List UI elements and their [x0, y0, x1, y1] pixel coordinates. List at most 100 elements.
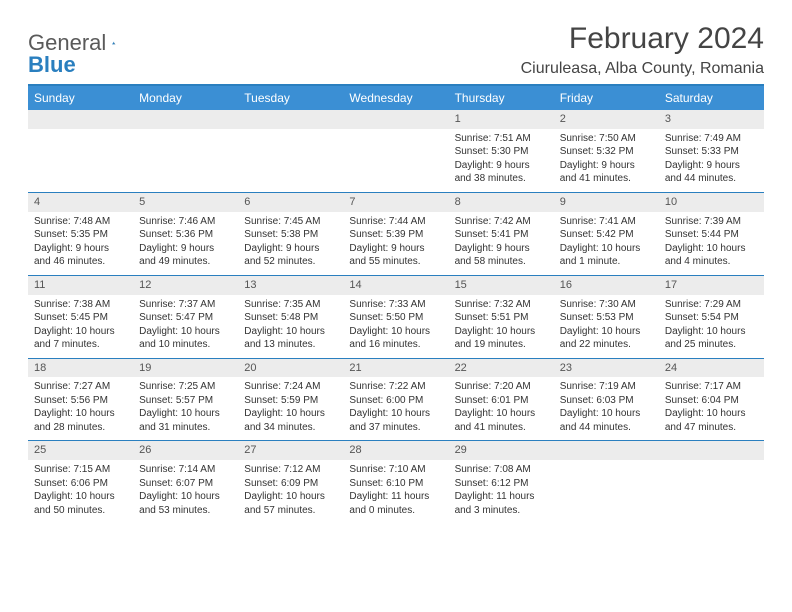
sunset-text: Sunset: 6:03 PM [560, 394, 653, 408]
daylight-text: Daylight: 11 hours and 3 minutes. [455, 490, 548, 517]
day-number: 25 [28, 441, 133, 460]
sunrise-text: Sunrise: 7:08 AM [455, 463, 548, 477]
sunrise-text: Sunrise: 7:24 AM [244, 380, 337, 394]
day-body: Sunrise: 7:29 AMSunset: 5:54 PMDaylight:… [659, 295, 764, 358]
day-cell: 1Sunrise: 7:51 AMSunset: 5:30 PMDaylight… [449, 110, 554, 192]
day-cell [133, 110, 238, 192]
day-body: Sunrise: 7:45 AMSunset: 5:38 PMDaylight:… [238, 212, 343, 275]
day-cell: 23Sunrise: 7:19 AMSunset: 6:03 PMDayligh… [554, 359, 659, 441]
day-cell: 2Sunrise: 7:50 AMSunset: 5:32 PMDaylight… [554, 110, 659, 192]
sunset-text: Sunset: 5:56 PM [34, 394, 127, 408]
day-body: Sunrise: 7:37 AMSunset: 5:47 PMDaylight:… [133, 295, 238, 358]
day-cell: 11Sunrise: 7:38 AMSunset: 5:45 PMDayligh… [28, 276, 133, 358]
week-row: 18Sunrise: 7:27 AMSunset: 5:56 PMDayligh… [28, 358, 764, 441]
day-body: Sunrise: 7:27 AMSunset: 5:56 PMDaylight:… [28, 377, 133, 440]
sunset-text: Sunset: 5:47 PM [139, 311, 232, 325]
sunset-text: Sunset: 6:06 PM [34, 477, 127, 491]
day-body: Sunrise: 7:39 AMSunset: 5:44 PMDaylight:… [659, 212, 764, 275]
daylight-text: Daylight: 9 hours and 41 minutes. [560, 159, 653, 186]
day-number: 3 [659, 110, 764, 129]
sunrise-text: Sunrise: 7:22 AM [349, 380, 442, 394]
daylight-text: Daylight: 10 hours and 19 minutes. [455, 325, 548, 352]
day-number [133, 110, 238, 129]
sunset-text: Sunset: 6:09 PM [244, 477, 337, 491]
daylight-text: Daylight: 10 hours and 10 minutes. [139, 325, 232, 352]
sunset-text: Sunset: 5:38 PM [244, 228, 337, 242]
day-cell: 7Sunrise: 7:44 AMSunset: 5:39 PMDaylight… [343, 193, 448, 275]
day-cell: 6Sunrise: 7:45 AMSunset: 5:38 PMDaylight… [238, 193, 343, 275]
day-number: 13 [238, 276, 343, 295]
daylight-text: Daylight: 10 hours and 13 minutes. [244, 325, 337, 352]
sunset-text: Sunset: 5:30 PM [455, 145, 548, 159]
day-cell: 15Sunrise: 7:32 AMSunset: 5:51 PMDayligh… [449, 276, 554, 358]
week-row: 11Sunrise: 7:38 AMSunset: 5:45 PMDayligh… [28, 275, 764, 358]
header: General Blue February 2024 Ciuruleasa, A… [28, 22, 764, 78]
day-number: 6 [238, 193, 343, 212]
day-cell: 22Sunrise: 7:20 AMSunset: 6:01 PMDayligh… [449, 359, 554, 441]
sunrise-text: Sunrise: 7:15 AM [34, 463, 127, 477]
day-number: 22 [449, 359, 554, 378]
weekday-header: Monday [133, 86, 238, 110]
sunset-text: Sunset: 6:12 PM [455, 477, 548, 491]
day-body: Sunrise: 7:41 AMSunset: 5:42 PMDaylight:… [554, 212, 659, 275]
day-body: Sunrise: 7:50 AMSunset: 5:32 PMDaylight:… [554, 129, 659, 192]
daylight-text: Daylight: 10 hours and 34 minutes. [244, 407, 337, 434]
weekday-header: Tuesday [238, 86, 343, 110]
daylight-text: Daylight: 10 hours and 57 minutes. [244, 490, 337, 517]
sunset-text: Sunset: 5:45 PM [34, 311, 127, 325]
day-cell: 20Sunrise: 7:24 AMSunset: 5:59 PMDayligh… [238, 359, 343, 441]
sunset-text: Sunset: 5:41 PM [455, 228, 548, 242]
day-body: Sunrise: 7:30 AMSunset: 5:53 PMDaylight:… [554, 295, 659, 358]
day-cell [238, 110, 343, 192]
day-cell: 16Sunrise: 7:30 AMSunset: 5:53 PMDayligh… [554, 276, 659, 358]
day-number [554, 441, 659, 460]
day-cell: 18Sunrise: 7:27 AMSunset: 5:56 PMDayligh… [28, 359, 133, 441]
day-number: 16 [554, 276, 659, 295]
day-number [238, 110, 343, 129]
weekday-header: Saturday [659, 86, 764, 110]
daylight-text: Daylight: 9 hours and 46 minutes. [34, 242, 127, 269]
day-cell: 24Sunrise: 7:17 AMSunset: 6:04 PMDayligh… [659, 359, 764, 441]
sunrise-text: Sunrise: 7:38 AM [34, 298, 127, 312]
day-number: 5 [133, 193, 238, 212]
day-cell: 4Sunrise: 7:48 AMSunset: 5:35 PMDaylight… [28, 193, 133, 275]
day-number [659, 441, 764, 460]
day-number: 19 [133, 359, 238, 378]
sunset-text: Sunset: 5:36 PM [139, 228, 232, 242]
sunset-text: Sunset: 5:48 PM [244, 311, 337, 325]
sunrise-text: Sunrise: 7:10 AM [349, 463, 442, 477]
sunset-text: Sunset: 5:32 PM [560, 145, 653, 159]
day-body: Sunrise: 7:32 AMSunset: 5:51 PMDaylight:… [449, 295, 554, 358]
sunset-text: Sunset: 5:44 PM [665, 228, 758, 242]
day-cell [28, 110, 133, 192]
day-body: Sunrise: 7:25 AMSunset: 5:57 PMDaylight:… [133, 377, 238, 440]
sunset-text: Sunset: 5:54 PM [665, 311, 758, 325]
daylight-text: Daylight: 10 hours and 41 minutes. [455, 407, 548, 434]
location: Ciuruleasa, Alba County, Romania [521, 60, 764, 78]
day-number: 18 [28, 359, 133, 378]
day-number: 9 [554, 193, 659, 212]
sunrise-text: Sunrise: 7:17 AM [665, 380, 758, 394]
day-number: 20 [238, 359, 343, 378]
sunrise-text: Sunrise: 7:46 AM [139, 215, 232, 229]
daylight-text: Daylight: 10 hours and 47 minutes. [665, 407, 758, 434]
daylight-text: Daylight: 9 hours and 49 minutes. [139, 242, 232, 269]
daylight-text: Daylight: 11 hours and 0 minutes. [349, 490, 442, 517]
sunrise-text: Sunrise: 7:25 AM [139, 380, 232, 394]
sunrise-text: Sunrise: 7:39 AM [665, 215, 758, 229]
weekday-header: Friday [554, 86, 659, 110]
sunset-text: Sunset: 5:35 PM [34, 228, 127, 242]
sunrise-text: Sunrise: 7:20 AM [455, 380, 548, 394]
sunrise-text: Sunrise: 7:30 AM [560, 298, 653, 312]
day-body: Sunrise: 7:35 AMSunset: 5:48 PMDaylight:… [238, 295, 343, 358]
day-number: 4 [28, 193, 133, 212]
daylight-text: Daylight: 9 hours and 38 minutes. [455, 159, 548, 186]
day-number: 27 [238, 441, 343, 460]
week-row: 4Sunrise: 7:48 AMSunset: 5:35 PMDaylight… [28, 192, 764, 275]
day-number: 23 [554, 359, 659, 378]
day-cell [659, 441, 764, 523]
sunset-text: Sunset: 5:50 PM [349, 311, 442, 325]
day-number [28, 110, 133, 129]
daylight-text: Daylight: 10 hours and 22 minutes. [560, 325, 653, 352]
day-cell: 10Sunrise: 7:39 AMSunset: 5:44 PMDayligh… [659, 193, 764, 275]
